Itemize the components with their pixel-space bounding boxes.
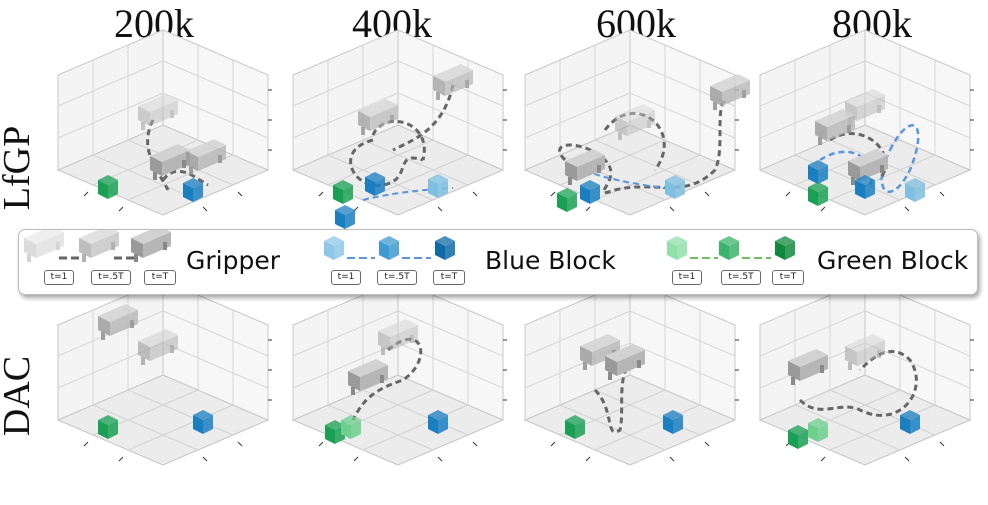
legend-gripper-t-final: t=T [144,270,176,285]
legend-green-t-final: t=T [772,270,804,285]
legend-blue-block-icon [324,236,455,260]
legend-gripper-icon [24,230,171,262]
legend-blue-block-label: Blue Block [485,246,616,275]
legend-green-t-half: t=.5T [721,270,761,285]
legend-gripper-t-half: t=.5T [91,270,131,285]
panel-dac-800k [759,279,975,466]
legend-green-t1: t=1 [672,270,702,285]
legend-green-block-label: Green Block [817,246,969,275]
legend: t=1 t=.5T t=T Gripper t=1 t=.5T t=T Blue… [18,229,978,295]
legend-gripper-t1: t=1 [44,270,74,285]
legend-green-block-icon [667,236,795,260]
panel-dac-600k [524,279,740,466]
legend-gripper-label: Gripper [186,246,280,275]
panel-lfgp-800k [759,29,975,216]
legend-blue-t-final: t=T [433,270,465,285]
panel-lfgp-200k [57,29,273,216]
panel-dac-400k [292,279,508,466]
panel-dac-200k [57,279,273,466]
legend-blue-t1: t=1 [331,270,361,285]
panel-lfgp-600k [524,29,750,216]
legend-blue-t-half: t=.5T [377,270,417,285]
panel-lfgp-400k [292,29,508,229]
